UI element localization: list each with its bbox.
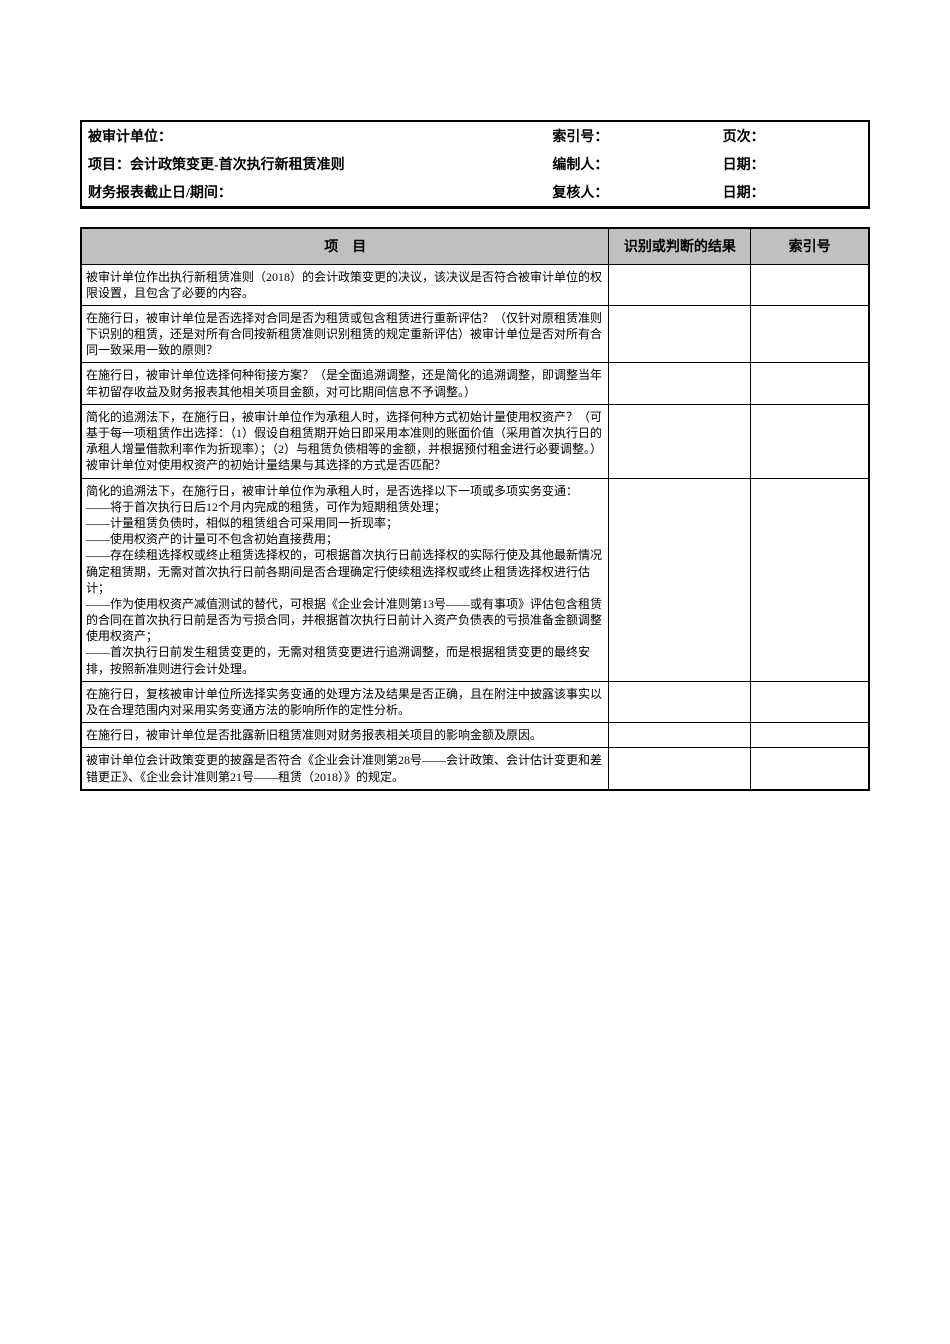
audited-entity-label: 被审计单位： bbox=[88, 126, 552, 146]
index-cell bbox=[751, 478, 869, 681]
item-cell: 被审计单位作出执行新租赁准则（2018）的会计政策变更的决议，该决议是否符合被审… bbox=[81, 264, 609, 305]
result-cell bbox=[609, 404, 751, 478]
header-index: 索引号 bbox=[751, 228, 869, 264]
result-cell bbox=[609, 748, 751, 790]
header-item: 项 目 bbox=[81, 228, 609, 264]
period-label: 财务报表截止日/期间： bbox=[88, 182, 552, 202]
project-label: 项目：会计政策变更-首次执行新租赁准则 bbox=[88, 154, 552, 174]
item-cell: 在施行日，被审计单位是否批露新旧租赁准则对财务报表相关项目的影响金额及原因。 bbox=[81, 723, 609, 748]
index-cell bbox=[751, 404, 869, 478]
table-row: 简化的追溯法下，在施行日，被审计单位作为承租人时，是否选择以下一项或多项实务变通… bbox=[81, 478, 869, 681]
table-row: 被审计单位会计政策变更的披露是否符合《企业会计准则第28号——会计政策、会计估计… bbox=[81, 748, 869, 790]
result-cell bbox=[609, 681, 751, 722]
document-header: 被审计单位： 索引号： 页次： 项目：会计政策变更-首次执行新租赁准则 编制人：… bbox=[80, 120, 870, 209]
index-cell bbox=[751, 723, 869, 748]
header-row-1: 被审计单位： 索引号： 页次： bbox=[82, 122, 868, 150]
index-number-label: 索引号： bbox=[552, 126, 722, 146]
index-cell bbox=[751, 748, 869, 790]
item-cell: 在施行日，被审计单位是否选择对合同是否为租赁或包含租赁进行重新评估？（仅针对原租… bbox=[81, 305, 609, 363]
result-cell bbox=[609, 363, 751, 404]
date-label-1: 日期： bbox=[723, 154, 862, 174]
item-cell: 在施行日，被审计单位选择何种衔接方案？（是全面追溯调整，还是简化的追溯调整，即调… bbox=[81, 363, 609, 404]
index-cell bbox=[751, 305, 869, 363]
reviewed-by-label: 复核人： bbox=[552, 182, 722, 202]
table-row: 简化的追溯法下，在施行日，被审计单位作为承租人时，选择何种方式初始计量使用权资产… bbox=[81, 404, 869, 478]
table-row: 在施行日，被审计单位是否选择对合同是否为租赁或包含租赁进行重新评估？（仅针对原租… bbox=[81, 305, 869, 363]
table-row: 被审计单位作出执行新租赁准则（2018）的会计政策变更的决议，该决议是否符合被审… bbox=[81, 264, 869, 305]
table-row: 在施行日，被审计单位是否批露新旧租赁准则对财务报表相关项目的影响金额及原因。 bbox=[81, 723, 869, 748]
result-cell bbox=[609, 264, 751, 305]
header-row-2: 项目：会计政策变更-首次执行新租赁准则 编制人： 日期： bbox=[82, 150, 868, 178]
item-cell: 在施行日，复核被审计单位所选择实务变通的处理方法及结果是否正确，且在附注中披露该… bbox=[81, 681, 609, 722]
result-cell bbox=[609, 478, 751, 681]
date-label-2: 日期： bbox=[723, 182, 862, 202]
result-cell bbox=[609, 723, 751, 748]
prepared-by-label: 编制人： bbox=[552, 154, 722, 174]
result-cell bbox=[609, 305, 751, 363]
header-row-3: 财务报表截止日/期间： 复核人： 日期： bbox=[82, 178, 868, 206]
item-cell: 简化的追溯法下，在施行日，被审计单位作为承租人时，选择何种方式初始计量使用权资产… bbox=[81, 404, 609, 478]
index-cell bbox=[751, 681, 869, 722]
table-header-row: 项 目 识别或判断的结果 索引号 bbox=[81, 228, 869, 264]
table-row: 在施行日，复核被审计单位所选择实务变通的处理方法及结果是否正确，且在附注中披露该… bbox=[81, 681, 869, 722]
index-cell bbox=[751, 363, 869, 404]
index-cell bbox=[751, 264, 869, 305]
table-row: 在施行日，被审计单位选择何种衔接方案？（是全面追溯调整，还是简化的追溯调整，即调… bbox=[81, 363, 869, 404]
checklist-table: 项 目 识别或判断的结果 索引号 被审计单位作出执行新租赁准则（2018）的会计… bbox=[80, 227, 870, 791]
item-cell: 被审计单位会计政策变更的披露是否符合《企业会计准则第28号——会计政策、会计估计… bbox=[81, 748, 609, 790]
page-number-label: 页次： bbox=[723, 126, 862, 146]
item-cell: 简化的追溯法下，在施行日，被审计单位作为承租人时，是否选择以下一项或多项实务变通… bbox=[81, 478, 609, 681]
header-result: 识别或判断的结果 bbox=[609, 228, 751, 264]
